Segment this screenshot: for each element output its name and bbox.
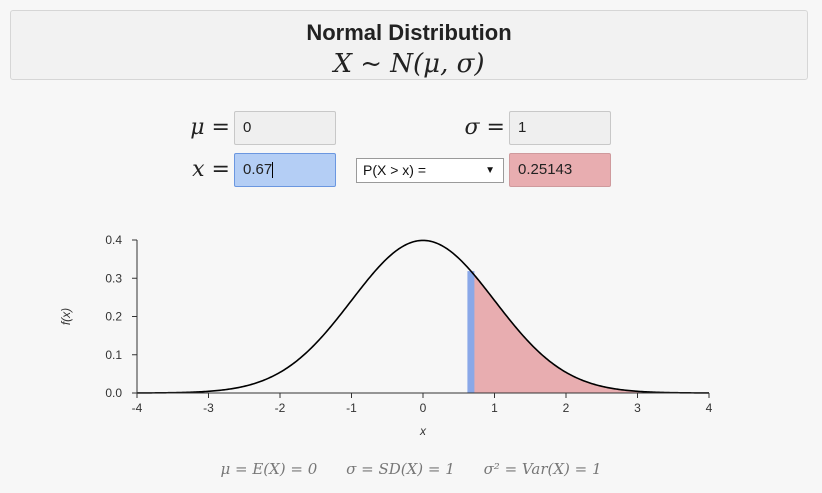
shaded-area: [470, 271, 709, 393]
density-chart: -4 -3 -2 -1 0 1 2 3 4 0.0 0.1 0.2 0.3 0.4 x f(x): [59, 233, 713, 438]
mu-label: μ =: [190, 115, 230, 140]
x-tick-label: -1: [346, 401, 357, 415]
dropdown-arrow-icon: ▼: [485, 165, 495, 176]
header-panel: Normal Distribution X ~ N(μ, σ): [10, 10, 808, 80]
x-tick-label: -3: [203, 401, 214, 415]
page-title: Normal Distribution: [306, 20, 512, 45]
y-axis-label: f(x): [59, 308, 73, 325]
summary-stats: μ = E(X) = 0 σ = SD(X) = 1 σ² = Var(X) =…: [0, 460, 822, 478]
x-input[interactable]: 0.67: [234, 153, 336, 187]
y-tick-label: 0.4: [105, 233, 122, 247]
probability-mode-value: P(X > x) =: [363, 162, 427, 178]
mu-input[interactable]: 0: [234, 111, 336, 145]
x-tick-label: 2: [563, 401, 570, 415]
x-tick-label: -4: [132, 401, 143, 415]
y-tick-label: 0.0: [105, 386, 122, 400]
x-axis-label: x: [419, 424, 427, 438]
x-tick-label: -2: [275, 401, 286, 415]
x-input-value: 0.67: [243, 161, 273, 178]
variance-stat: σ² = Var(X) = 1: [483, 460, 602, 478]
text-cursor: [272, 162, 274, 179]
x-tick-label: 3: [634, 401, 641, 415]
y-tick-label: 0.3: [105, 271, 122, 285]
sd-stat: σ = SD(X) = 1: [346, 460, 455, 478]
x-tick-label: 0: [420, 401, 427, 415]
x-marker-line: [467, 271, 475, 393]
x-tick-label: 4: [706, 401, 713, 415]
y-tick-label: 0.2: [105, 310, 122, 324]
sigma-label: σ =: [464, 115, 505, 140]
mean-stat: μ = E(X) = 0: [220, 460, 318, 478]
distribution-formula: X ~ N(μ, σ): [333, 49, 485, 79]
y-tick-label: 0.1: [105, 348, 122, 362]
x-tick-label: 1: [491, 401, 498, 415]
x-label: x =: [192, 157, 230, 182]
probability-result: 0.25143: [509, 153, 611, 187]
sigma-input[interactable]: 1: [509, 111, 611, 145]
density-curve: [136, 239, 710, 394]
probability-mode-select[interactable]: P(X > x) = ▼: [356, 158, 504, 183]
